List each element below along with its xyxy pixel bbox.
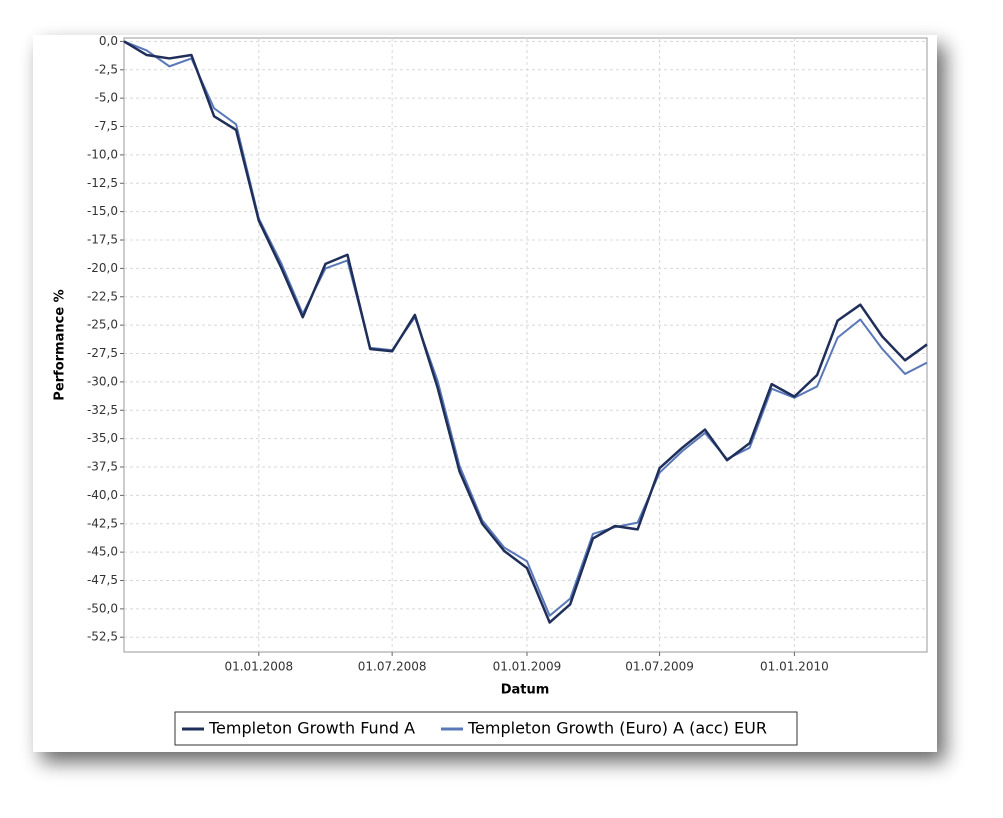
y-tick-label: -37,5 xyxy=(87,460,118,474)
y-axis-label: Performance % xyxy=(53,289,68,400)
y-tick-label: -20,0 xyxy=(87,261,118,275)
y-tick-label: -32,5 xyxy=(87,403,118,417)
y-tick-label: -5,0 xyxy=(95,91,118,105)
legend-label: Templeton Growth (Euro) A (acc) EUR xyxy=(467,719,767,738)
x-tick-label: 01.01.2008 xyxy=(224,660,293,674)
y-tick-label: 0,0 xyxy=(99,34,118,48)
x-tick-label: 01.07.2009 xyxy=(625,660,694,674)
y-tick-label: -30,0 xyxy=(87,374,118,388)
y-tick-label: -7,5 xyxy=(95,119,118,133)
y-tick-label: -35,0 xyxy=(87,431,118,445)
y-tick-label: -42,5 xyxy=(87,516,118,530)
y-tick-label: -47,5 xyxy=(87,573,118,587)
y-tick-label: -45,0 xyxy=(87,545,118,559)
series-line xyxy=(123,40,928,624)
x-tick-label: 01.01.2009 xyxy=(493,660,562,674)
x-tick-label: 01.07.2008 xyxy=(358,660,427,674)
y-tick-label: -17,5 xyxy=(87,233,118,247)
plot-area xyxy=(123,37,928,653)
y-tick-label: -25,0 xyxy=(87,318,118,332)
x-tick-label: 01.01.2010 xyxy=(760,660,829,674)
y-tick-label: -50,0 xyxy=(87,601,118,615)
y-tick-label: -2,5 xyxy=(95,62,118,76)
legend xyxy=(174,711,798,746)
y-tick-label: -27,5 xyxy=(87,346,118,360)
y-tick-label: -22,5 xyxy=(87,289,118,303)
y-tick-label: -52,5 xyxy=(87,630,118,644)
y-tick-label: -10,0 xyxy=(87,147,118,161)
y-tick-label: -15,0 xyxy=(87,204,118,218)
legend-label: Templeton Growth Fund A xyxy=(208,719,415,738)
x-axis-label: Datum xyxy=(501,683,550,698)
y-tick-label: -40,0 xyxy=(87,488,118,502)
y-tick-label: -12,5 xyxy=(87,176,118,190)
